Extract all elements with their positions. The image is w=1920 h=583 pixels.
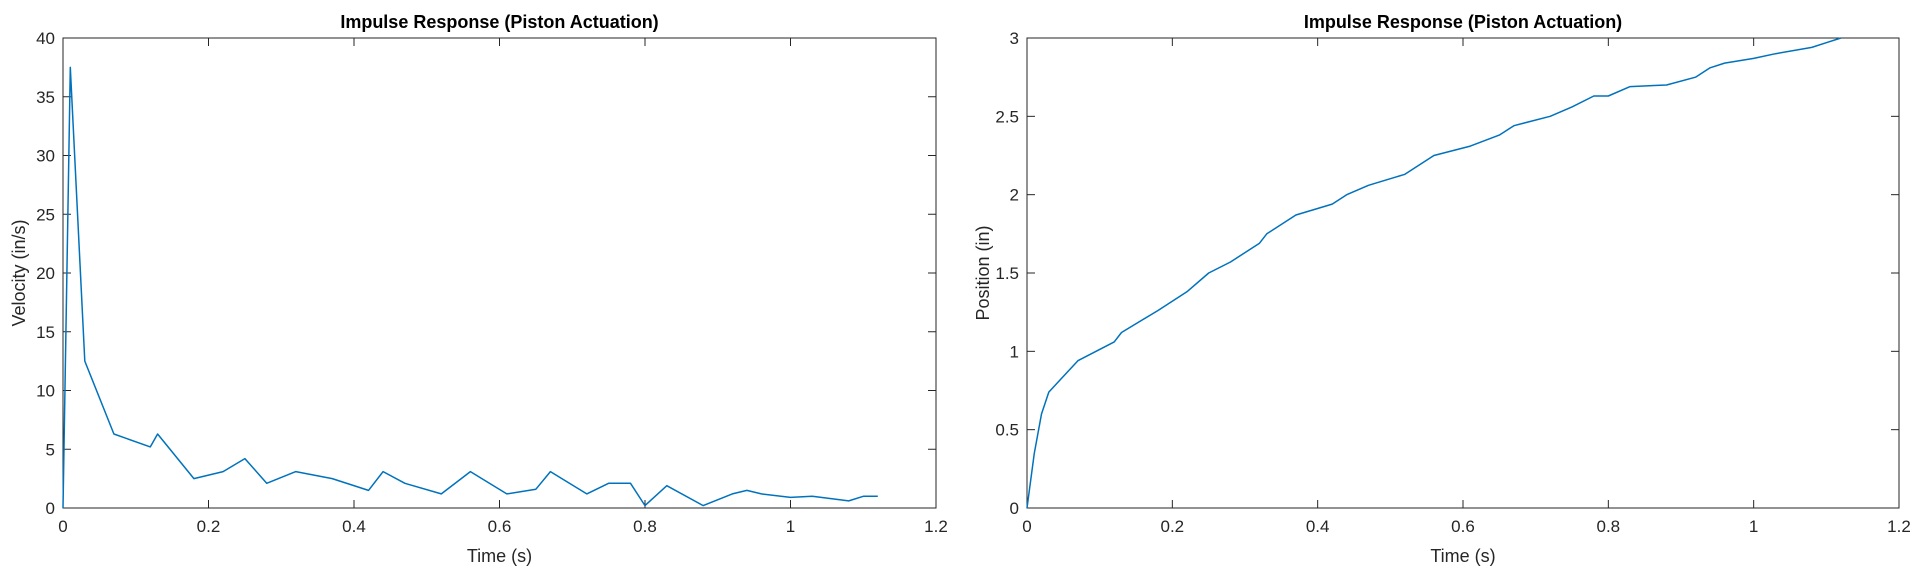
position-y-tick-label: 3 xyxy=(1010,29,1019,48)
velocity-y-tick-label: 15 xyxy=(36,323,55,342)
position-x-tick-label: 1 xyxy=(1749,517,1758,536)
position-y-tick-label: 0.5 xyxy=(995,421,1019,440)
velocity-x-tick-label: 1.2 xyxy=(924,517,948,536)
position-x-axis-label: Time (s) xyxy=(1430,546,1495,566)
velocity-y-tick-label: 25 xyxy=(36,205,55,224)
position-x-tick-label: 1.2 xyxy=(1887,517,1911,536)
velocity-x-tick-label: 0.6 xyxy=(488,517,512,536)
position-y-tick-label: 2.5 xyxy=(995,107,1019,126)
position-y-tick-label: 1.5 xyxy=(995,264,1019,283)
velocity-y-tick-label: 40 xyxy=(36,29,55,48)
velocity-y-tick-label: 10 xyxy=(36,382,55,401)
velocity-y-tick-label: 0 xyxy=(46,499,55,518)
velocity-chart: 0 0.2 0.4 0.6 0.8 1 1.2 0 5 10 15 20 25 30 35 40 Impulse… xyxy=(9,12,948,566)
position-x-tick-label: 0.4 xyxy=(1306,517,1330,536)
position-y-tick-label: 2 xyxy=(1010,186,1019,205)
position-x-tick-label: 0.6 xyxy=(1451,517,1475,536)
position-chart: 0 0.2 0.4 0.6 0.8 1 1.2 0 0.5 1 1.5 2 2.5 3 Impulse Re… xyxy=(973,12,1911,566)
velocity-x-tick-label: 0.4 xyxy=(342,517,366,536)
position-series-line xyxy=(1026,37,1842,509)
position-x-tick-label: 0.8 xyxy=(1597,517,1621,536)
velocity-y-tick-label: 5 xyxy=(46,440,55,459)
position-y-axis-label: Position (in) xyxy=(973,225,993,320)
velocity-y-tick-label: 20 xyxy=(36,264,55,283)
velocity-y-tick-label: 35 xyxy=(36,88,55,107)
velocity-series-line xyxy=(62,66,878,509)
velocity-x-axis-label: Time (s) xyxy=(467,546,532,566)
position-chart-title: Impulse Response (Piston Actuation) xyxy=(1304,12,1622,32)
velocity-x-tick-label: 0 xyxy=(58,517,67,536)
velocity-x-tick-label: 0.2 xyxy=(197,517,221,536)
velocity-y-axis-label: Velocity (in/s) xyxy=(9,219,29,326)
position-x-tick-label: 0 xyxy=(1022,517,1031,536)
position-y-tick-label: 1 xyxy=(1010,342,1019,361)
position-plot-area xyxy=(1026,37,1900,509)
position-x-tick-label: 0.2 xyxy=(1161,517,1185,536)
velocity-x-tick-label: 0.8 xyxy=(633,517,657,536)
velocity-y-tick-label: 30 xyxy=(36,147,55,166)
velocity-chart-title: Impulse Response (Piston Actuation) xyxy=(340,12,658,32)
position-y-tick-label: 0 xyxy=(1010,499,1019,518)
velocity-plot-area xyxy=(62,37,937,509)
velocity-x-tick-label: 1 xyxy=(786,517,795,536)
